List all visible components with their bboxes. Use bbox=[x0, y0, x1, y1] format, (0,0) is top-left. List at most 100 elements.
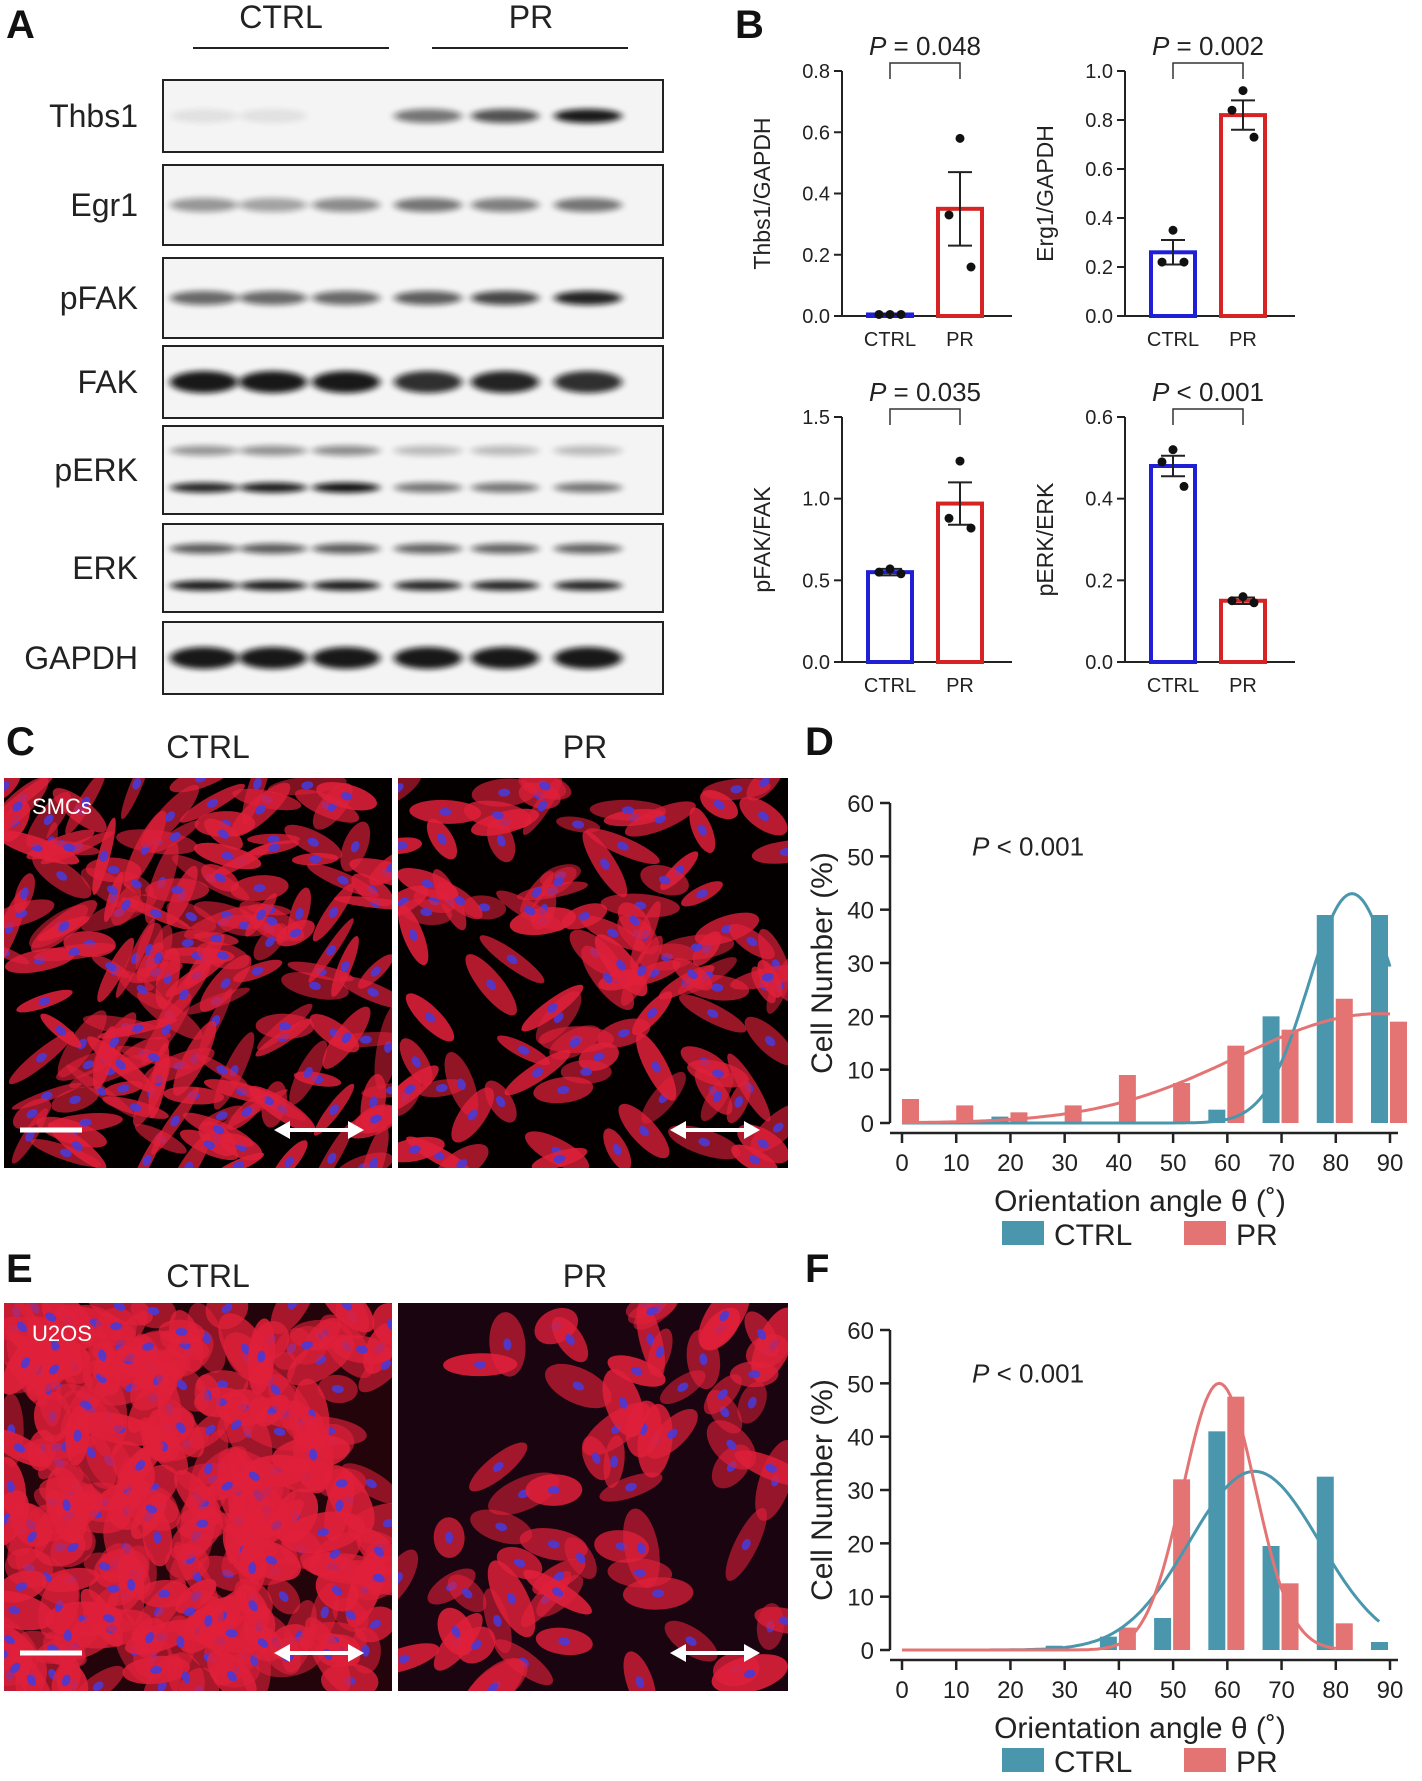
nucleus bbox=[553, 1154, 566, 1164]
nucleus bbox=[4, 780, 10, 792]
blot-band bbox=[312, 543, 380, 554]
bar-chart-thbs1: 0.0 0.2 0.4 0.6 0.8 Thbs1/GAPDH CTRL PR P = 0.04… bbox=[749, 31, 1012, 351]
blot-group-header: CTRL PR bbox=[193, 0, 628, 49]
nucleus bbox=[317, 1528, 329, 1537]
nucleus bbox=[303, 1066, 313, 1079]
hist-bar-pr bbox=[902, 1099, 919, 1123]
blot-band bbox=[170, 543, 238, 554]
p-value-label: P < 0.001 bbox=[972, 1359, 1084, 1389]
nucleus bbox=[257, 1350, 266, 1363]
legend-label-ctrl: CTRL bbox=[1054, 1219, 1132, 1252]
x-tick-label: 30 bbox=[1051, 1677, 1078, 1704]
blot-band bbox=[554, 371, 622, 393]
blot-band bbox=[471, 647, 539, 669]
hist-bar-pr bbox=[1173, 1083, 1191, 1123]
nucleus bbox=[741, 1538, 751, 1551]
x-tick-label: 80 bbox=[1322, 1150, 1349, 1177]
nucleus bbox=[711, 983, 724, 992]
nucleus bbox=[63, 1629, 72, 1642]
blot-band bbox=[170, 580, 238, 591]
nucleus bbox=[445, 1531, 454, 1544]
nucleus bbox=[103, 1614, 115, 1623]
nucleus bbox=[153, 1531, 162, 1544]
nucleus bbox=[214, 873, 226, 883]
nucleus bbox=[690, 943, 703, 952]
nucleus bbox=[420, 908, 433, 917]
y-tick-label: 10 bbox=[847, 1058, 874, 1085]
nucleus bbox=[658, 875, 671, 885]
nucleus bbox=[361, 1644, 370, 1657]
nucleus bbox=[743, 1669, 756, 1679]
nucleus bbox=[288, 1303, 298, 1310]
bar-chart-pfak: 0.0 0.5 1.0 1.5 pFAK/FAK CTRL PR P = 0.035 bbox=[749, 377, 1012, 697]
nucleus bbox=[113, 1303, 126, 1311]
y-tick-label: 0.2 bbox=[802, 245, 830, 267]
p-value-label: P = 0.048 bbox=[869, 31, 981, 61]
y-tick-label: 0.8 bbox=[802, 61, 830, 83]
bar-chart-egr1: 0.0 0.2 0.4 0.6 0.8 1.0 Erg1/GAPDH CTRL PR P = 0.… bbox=[1032, 31, 1295, 351]
nucleus bbox=[365, 1479, 377, 1489]
data-point bbox=[1157, 457, 1167, 467]
p-value: = 0.002 bbox=[1169, 31, 1264, 61]
nucleus bbox=[341, 1303, 353, 1311]
nucleus bbox=[69, 1095, 81, 1105]
nucleus bbox=[6, 1480, 15, 1493]
legend-label-pr: PR bbox=[1236, 1746, 1278, 1779]
nucleus bbox=[284, 1156, 295, 1168]
nucleus bbox=[241, 1343, 251, 1355]
x-tick-label: CTRL bbox=[864, 329, 916, 351]
nucleus bbox=[685, 1636, 697, 1646]
y-tick-label: 50 bbox=[847, 1371, 874, 1398]
nucleus bbox=[63, 843, 76, 852]
nucleus bbox=[495, 1522, 508, 1532]
nucleus bbox=[251, 966, 264, 976]
x-tick-label: 50 bbox=[1160, 1150, 1187, 1177]
significance-bracket bbox=[1172, 408, 1244, 425]
nucleus bbox=[67, 1542, 79, 1552]
nucleus bbox=[142, 1342, 155, 1351]
nucleus bbox=[216, 1065, 228, 1075]
nucleus bbox=[175, 1327, 188, 1336]
nucleus bbox=[289, 928, 302, 938]
nucleus bbox=[757, 1328, 767, 1340]
micrograph-u2os-ctrl bbox=[4, 1303, 392, 1691]
blot-band bbox=[312, 580, 380, 591]
data-point bbox=[966, 262, 976, 272]
nucleus bbox=[778, 1616, 788, 1625]
nucleus bbox=[370, 1114, 382, 1124]
blot-band bbox=[471, 198, 539, 212]
nucleus bbox=[492, 811, 504, 820]
nucleus bbox=[36, 1052, 47, 1063]
panel-label-d: D bbox=[805, 720, 834, 764]
nucleus bbox=[309, 1448, 318, 1461]
nucleus bbox=[212, 1125, 225, 1135]
nucleus bbox=[278, 1591, 289, 1602]
blot-group-ctrl: CTRL bbox=[239, 0, 323, 35]
blot-band bbox=[554, 482, 622, 493]
blot-row-frame bbox=[162, 425, 664, 515]
blot-band bbox=[554, 580, 622, 591]
nucleus bbox=[218, 829, 229, 839]
nucleus bbox=[629, 915, 640, 927]
nucleus bbox=[411, 1056, 421, 1068]
blot-band bbox=[239, 198, 307, 212]
legend-label-ctrl: CTRL bbox=[1054, 1746, 1132, 1779]
nucleus bbox=[80, 796, 91, 808]
nucleus bbox=[248, 1562, 257, 1575]
nucleus bbox=[569, 1038, 581, 1048]
x-tick-label: 40 bbox=[1106, 1150, 1133, 1177]
nucleus bbox=[408, 1145, 421, 1154]
y-tick-label: 30 bbox=[847, 1478, 874, 1505]
nucleus bbox=[217, 951, 229, 960]
nucleus bbox=[651, 1061, 661, 1073]
blot-band bbox=[239, 580, 307, 591]
blot-band bbox=[471, 371, 539, 393]
blot-row-label: pFAK bbox=[60, 280, 138, 316]
nucleus bbox=[181, 938, 194, 947]
hist-bar-pr bbox=[1173, 1479, 1191, 1650]
blot-band bbox=[471, 291, 539, 305]
nucleus bbox=[301, 1341, 313, 1350]
nucleus bbox=[203, 1140, 215, 1150]
blot-row-label: FAK bbox=[78, 364, 138, 400]
p-value: < 0.001 bbox=[989, 832, 1084, 862]
